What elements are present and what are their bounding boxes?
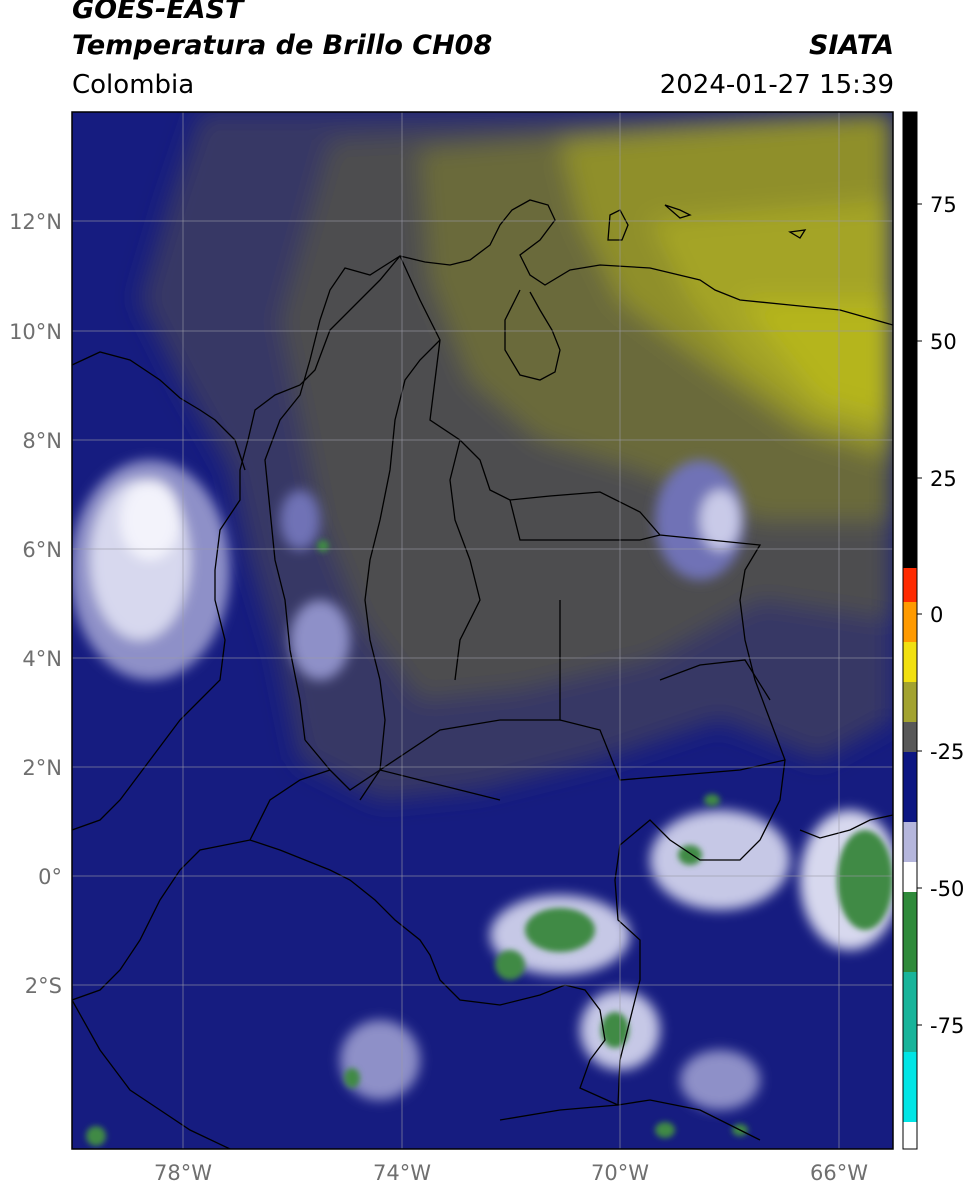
timestamp-label: 2024-01-27 15:39: [659, 70, 894, 100]
satellite-image: [72, 112, 893, 1149]
colorbar-segment-olive: [903, 682, 917, 722]
colorbar-segment-navy: [903, 752, 917, 822]
coastlines-and-borders: [72, 199, 893, 1149]
lat-tick-label: 12°N: [9, 210, 62, 234]
colorbar-segment-white-end: [903, 1122, 917, 1149]
colorbar-tick-label: -75: [930, 1014, 964, 1038]
gridlines: [72, 112, 893, 1149]
colorbar-segment-gray: [903, 722, 917, 752]
colorbar-segment-green: [903, 892, 917, 972]
colorbar-tick-label: 50: [930, 330, 957, 354]
colorbar: 75 50 25 0 -25 -50 -75: [902, 111, 964, 1150]
colorbar-tick-label: -50: [930, 877, 964, 901]
lon-tick-label: 66°W: [810, 1161, 868, 1185]
colorbar-segment-white: [903, 862, 917, 892]
lat-tick-label: 8°N: [22, 429, 62, 453]
colorbar-frame: [902, 111, 918, 1150]
lon-tick-labels: 78°W 74°W 70°W 66°W: [154, 1161, 868, 1185]
lat-tick-label: 10°N: [9, 320, 62, 344]
colorbar-tick-label: -25: [930, 740, 964, 764]
colorbar-segment-lavender: [903, 822, 917, 862]
map-frame: [71, 111, 894, 1150]
colorbar-tick-label: 25: [930, 467, 957, 491]
very-cold-cores: [86, 540, 893, 1146]
lat-tick-label: 2°N: [22, 756, 62, 780]
lat-tick-label: 4°N: [22, 647, 62, 671]
region-label: Colombia: [72, 70, 195, 100]
colorbar-tick-label: 75: [930, 193, 957, 217]
lon-tick-label: 78°W: [154, 1161, 212, 1185]
colorbar-segment-yellow: [903, 642, 917, 682]
warm-dry-region: [140, 112, 893, 800]
colorbar-tick-label: 0: [930, 603, 943, 627]
colorbar-segment-teal: [903, 972, 917, 1052]
lon-tick-label: 74°W: [373, 1161, 431, 1185]
lat-tick-label: 6°N: [22, 538, 62, 562]
colorbar-segment-cyan: [903, 1052, 917, 1122]
colorbar-segment-red: [903, 568, 917, 602]
lon-tick-label: 70°W: [591, 1161, 649, 1185]
lat-tick-labels: 12°N 10°N 8°N 6°N 4°N 2°N 0° 2°S: [9, 210, 62, 998]
product-title: Temperatura de Brillo CH08: [72, 30, 493, 61]
lat-tick-label: 2°S: [25, 974, 62, 998]
lat-tick-label: 0°: [38, 865, 62, 889]
colorbar-segment-black: [903, 112, 917, 568]
colorbar-segment-orange: [903, 602, 917, 642]
satellite-title: GOES-EAST: [72, 0, 244, 25]
source-label: SIATA: [808, 30, 894, 61]
